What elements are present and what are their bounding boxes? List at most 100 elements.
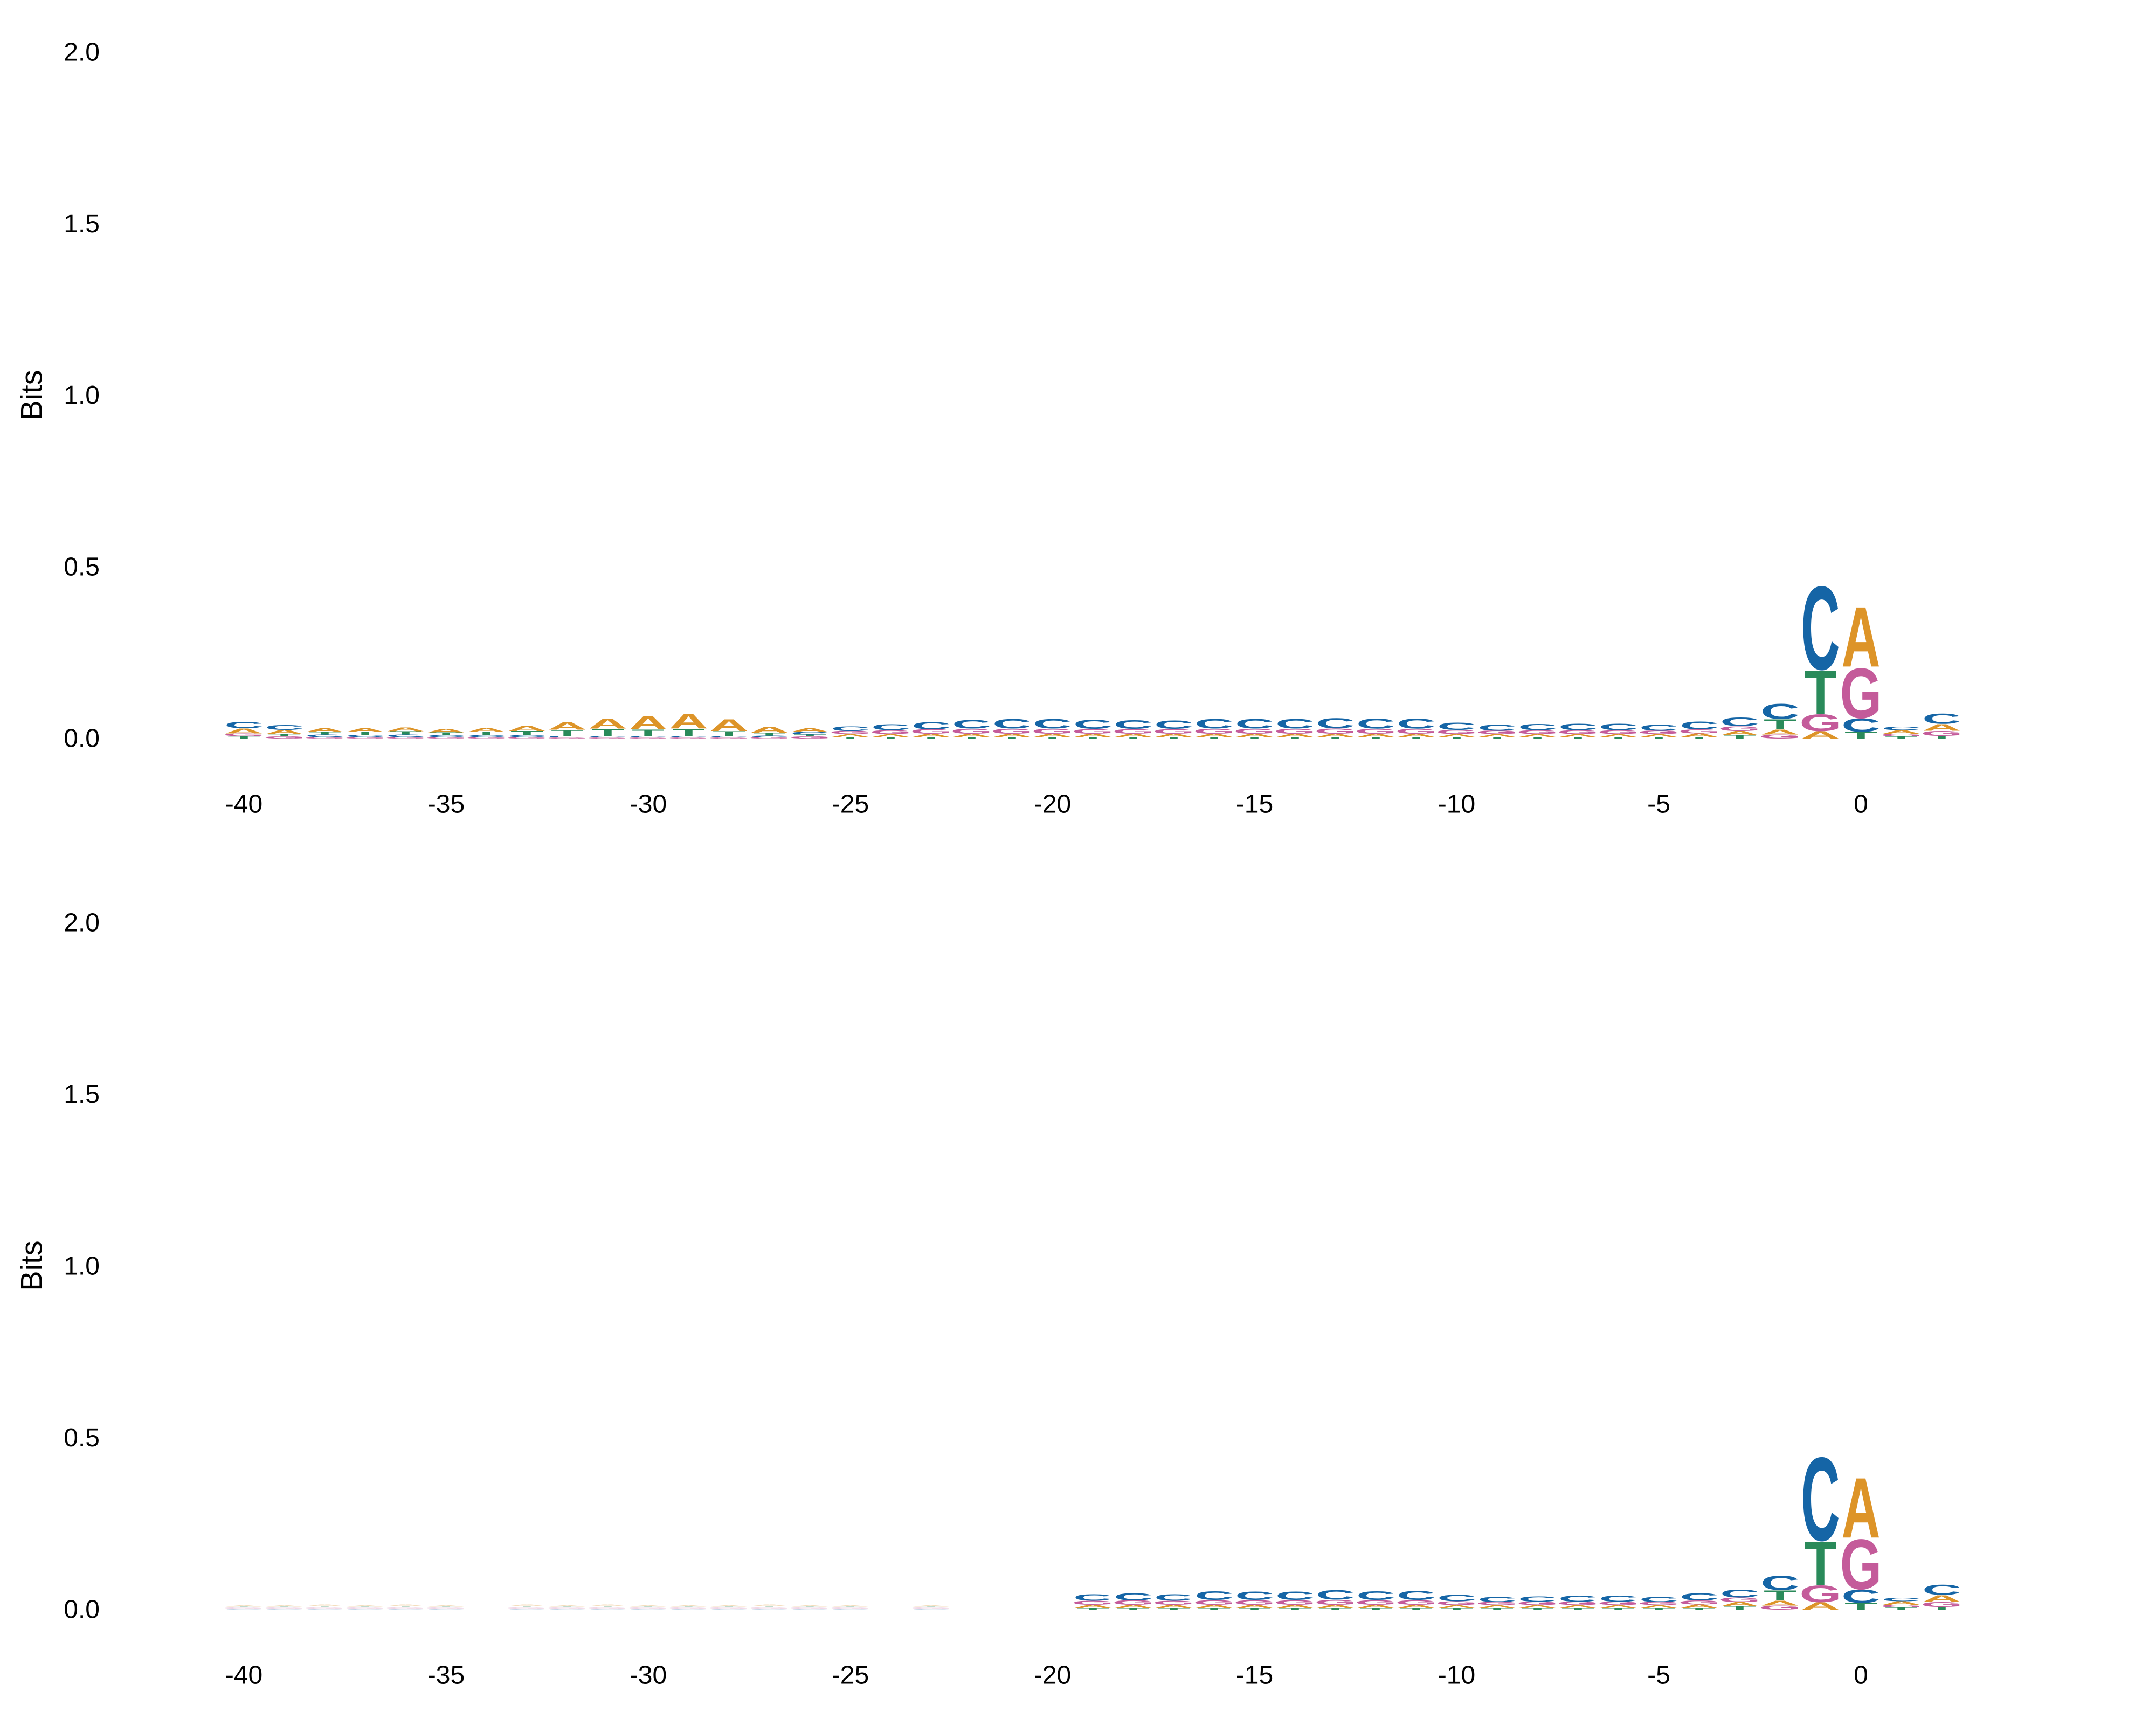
logo-letter-G: G xyxy=(1678,1599,1720,1606)
logo-letter-A: A xyxy=(1882,1600,1920,1606)
logo-letter-T: T xyxy=(1319,1607,1352,1610)
logo-letter-C: C xyxy=(1680,719,1718,732)
logo-letter-G: G xyxy=(506,1607,548,1609)
logo-letter-T: T xyxy=(1481,736,1514,739)
x-tick-label: -15 xyxy=(1236,1661,1273,1690)
logo-letter-A: A xyxy=(1841,1461,1880,1556)
logo-letter-T: T xyxy=(1844,1601,1877,1612)
logo-letter-T: T xyxy=(470,731,503,736)
y-tick-label: 0.0 xyxy=(64,724,100,753)
logo-letter-A: A xyxy=(1477,1605,1516,1609)
logo-letter-T: T xyxy=(713,730,745,738)
logo-letter-T: T xyxy=(349,1606,382,1608)
logo-letter-G: G xyxy=(1719,725,1761,733)
logo-letter-C: C xyxy=(1760,700,1799,723)
logo-letter-G: G xyxy=(425,737,467,739)
logo-letter-A: A xyxy=(265,729,303,735)
logo-letter-G: G xyxy=(1881,1604,1923,1609)
logo-letter-A: A xyxy=(588,716,627,732)
logo-letter-C: C xyxy=(265,1609,303,1610)
logo-letter-G: G xyxy=(668,737,710,739)
logo-letter-G: G xyxy=(910,728,952,735)
logo-letter-C: C xyxy=(1356,1589,1395,1603)
x-tick-label: -10 xyxy=(1438,1661,1475,1690)
logo-letter-A: A xyxy=(709,1605,748,1607)
logo-letter-T: T xyxy=(430,1606,462,1608)
logo-letter-G: G xyxy=(1921,729,1963,737)
x-tick-label: 0 xyxy=(1854,1661,1868,1690)
logo-letter-C: C xyxy=(1720,1588,1759,1600)
logo-letter-T: T xyxy=(1198,1607,1231,1610)
logo-letter-T: T xyxy=(551,728,584,738)
y-tick-label: 1.0 xyxy=(64,381,100,410)
logo-letter-A: A xyxy=(911,733,950,738)
logo-letter-T: T xyxy=(1117,736,1150,739)
logo-letter-A: A xyxy=(305,1604,344,1607)
logo-letter-C: C xyxy=(305,734,344,738)
logo-letter-C: C xyxy=(1477,723,1516,733)
logo-letter-T: T xyxy=(1723,1605,1756,1611)
logo-letter-T: T xyxy=(1683,1607,1716,1610)
logo-letter-G: G xyxy=(1759,1605,1801,1611)
logo-letter-G: G xyxy=(708,1607,750,1609)
logo-letter-G: G xyxy=(830,1607,872,1609)
logo-letter-G: G xyxy=(1800,1581,1842,1607)
logo-letter-A: A xyxy=(588,1604,627,1607)
logo-letter-T: T xyxy=(1481,1607,1514,1610)
logo-letter-G: G xyxy=(1072,1600,1114,1606)
logo-letter-C: C xyxy=(1720,715,1759,729)
logo-letter-G: G xyxy=(1517,1601,1559,1606)
logo-letter-C: C xyxy=(426,1609,465,1610)
logo-letter-C: C xyxy=(386,734,425,738)
logo-letter-A: A xyxy=(1680,733,1718,738)
logo-letter-T: T xyxy=(510,730,543,736)
y-tick-label: 0.5 xyxy=(64,1424,100,1452)
logo-letter-C: C xyxy=(386,1609,425,1610)
logo-letter-A: A xyxy=(1760,728,1799,736)
logo-letter-A: A xyxy=(952,733,991,738)
logo-letter-C: C xyxy=(548,735,586,738)
logo-letter-C: C xyxy=(1882,726,1920,732)
logo-letter-C: C xyxy=(790,1609,829,1610)
logo-letter-T: T xyxy=(672,1606,705,1608)
logo-letter-G: G xyxy=(1193,727,1235,735)
logo-letter-G: G xyxy=(223,733,265,737)
logo-letter-A: A xyxy=(1073,1604,1112,1609)
logo-letter-A: A xyxy=(1033,733,1072,738)
logo-letter-T: T xyxy=(430,732,462,736)
logo-letter-C: C xyxy=(224,1609,263,1610)
logo-letter-C: C xyxy=(426,735,465,738)
y-axis-label: Bits xyxy=(15,370,49,420)
logo-letter-A: A xyxy=(1437,1605,1476,1609)
logo-letter-A: A xyxy=(1558,1605,1597,1609)
logo-letter-A: A xyxy=(1801,729,1840,741)
logo-letter-A: A xyxy=(1316,1604,1355,1609)
logo-letter-A: A xyxy=(1356,1604,1395,1609)
logo-letter-C: C xyxy=(750,735,789,737)
logo-letter-C: C xyxy=(669,736,708,738)
logo-letter-A: A xyxy=(1316,733,1355,738)
logo-letter-C: C xyxy=(1033,716,1072,732)
logo-letter-C: C xyxy=(952,717,991,732)
logo-letter-C: C xyxy=(1599,722,1637,733)
logo-letter-C: C xyxy=(1558,1593,1597,1604)
logo-letter-G: G xyxy=(830,730,872,735)
logo-letter-G: G xyxy=(223,1607,265,1609)
logo-letter-C: C xyxy=(1760,1572,1799,1595)
logo-letter-C: C xyxy=(1356,716,1395,732)
logo-letter-A: A xyxy=(1114,733,1152,738)
logo-letter-C: C xyxy=(831,1609,869,1610)
logo-letter-T: T xyxy=(753,1606,786,1608)
